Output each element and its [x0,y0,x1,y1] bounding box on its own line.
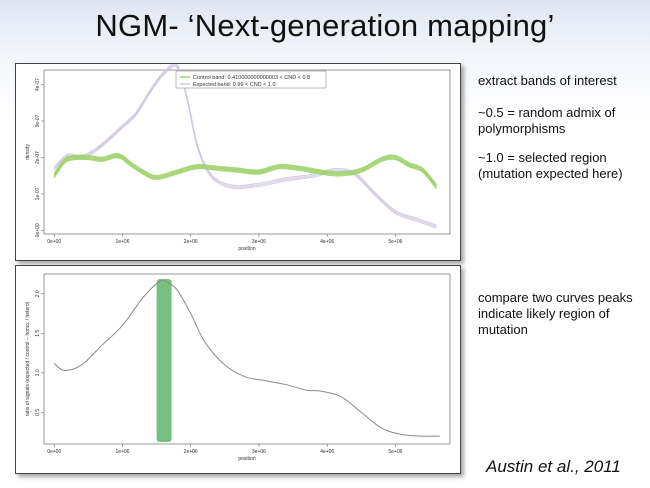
x-tick-label: 0e+00 [47,239,61,245]
y-tick-label: 1.5 [35,330,41,337]
density-series-1-line [53,64,437,228]
ratio-series-line [53,279,440,437]
density-plot-panel: 0e+00 1e+06 2e+06 3e+06 4e+06 5e+06 0e+00 1e-07… [15,63,461,261]
highlight-region [156,279,172,442]
ratio-plot-panel: 0e+00 1e+06 2e+06 3e+06 4e+06 5e+06 0.5 1.0 1.5 2… [15,265,461,474]
x-tick-label: 2e+06 [184,239,198,245]
x-tick-label: 3e+06 [252,449,266,455]
x-tick-label: 5e+06 [388,449,402,455]
ratio-plot: 0e+00 1e+06 2e+06 3e+06 4e+06 5e+06 0.5 1.0 1.5 2… [25,273,451,462]
x-tick-label: 1e+06 [115,239,129,245]
citation: Austin et al., 2011 [486,457,621,476]
x-tick-label: 1e+06 [115,449,129,455]
note-compare-curves: compare two curves peaks indicate likely… [478,290,633,337]
y-tick-label: 4e-07 [35,78,41,91]
x-axis-label: position [238,456,255,462]
x-tick-label: 0e+00 [47,449,61,455]
density-series-0-line [53,154,437,188]
plot-frame [43,273,451,445]
density-series-0-line [53,155,437,189]
x-tick-label: 2e+06 [184,449,198,455]
legend-entry: Expected band: 0.99 < CND < 1.0 [193,82,276,88]
x-tick-label: 4e+06 [320,449,334,455]
density-plot: 0e+00 1e+06 2e+06 3e+06 4e+06 5e+06 0e+00 1e-07… [25,64,451,252]
density-series-0-line [53,152,437,186]
legend-box [175,70,327,89]
y-tick-label: 1.0 [35,369,41,376]
x-axis-label: position [238,246,255,252]
x-tick-label: 4e+06 [320,239,334,245]
y-tick-label: 0.5 [35,409,41,416]
y-axis-label: ratio of signals (expected / control -- … [25,301,31,416]
x-tick-label: 3e+06 [252,239,266,245]
note-selected-region: ~1.0 = selected region (mutation expecte… [478,150,623,181]
note-extract-bands: extract bands of interest [478,73,617,88]
density-series-1-line [53,66,437,229]
y-tick-label: 3e-07 [35,114,41,127]
note-random-admix: ~0.5 = random admix of polymorphisms [478,105,616,136]
y-tick-label: 1e-07 [35,187,41,200]
plot-frame [43,69,451,235]
y-tick-label: 2e-07 [35,151,41,164]
legend-entry: Control band: 0.410000000000003 < CND < … [193,75,310,81]
density-series-0-line [53,153,437,187]
slide-title: NGM- ‘Next-generation mapping’ [95,8,555,43]
y-tick-label: 2.0 [35,290,41,297]
y-axis-label: density [25,144,31,160]
y-tick-label: 0e+00 [35,223,41,237]
density-series-0-line [53,156,437,190]
x-tick-label: 5e+06 [388,239,402,245]
